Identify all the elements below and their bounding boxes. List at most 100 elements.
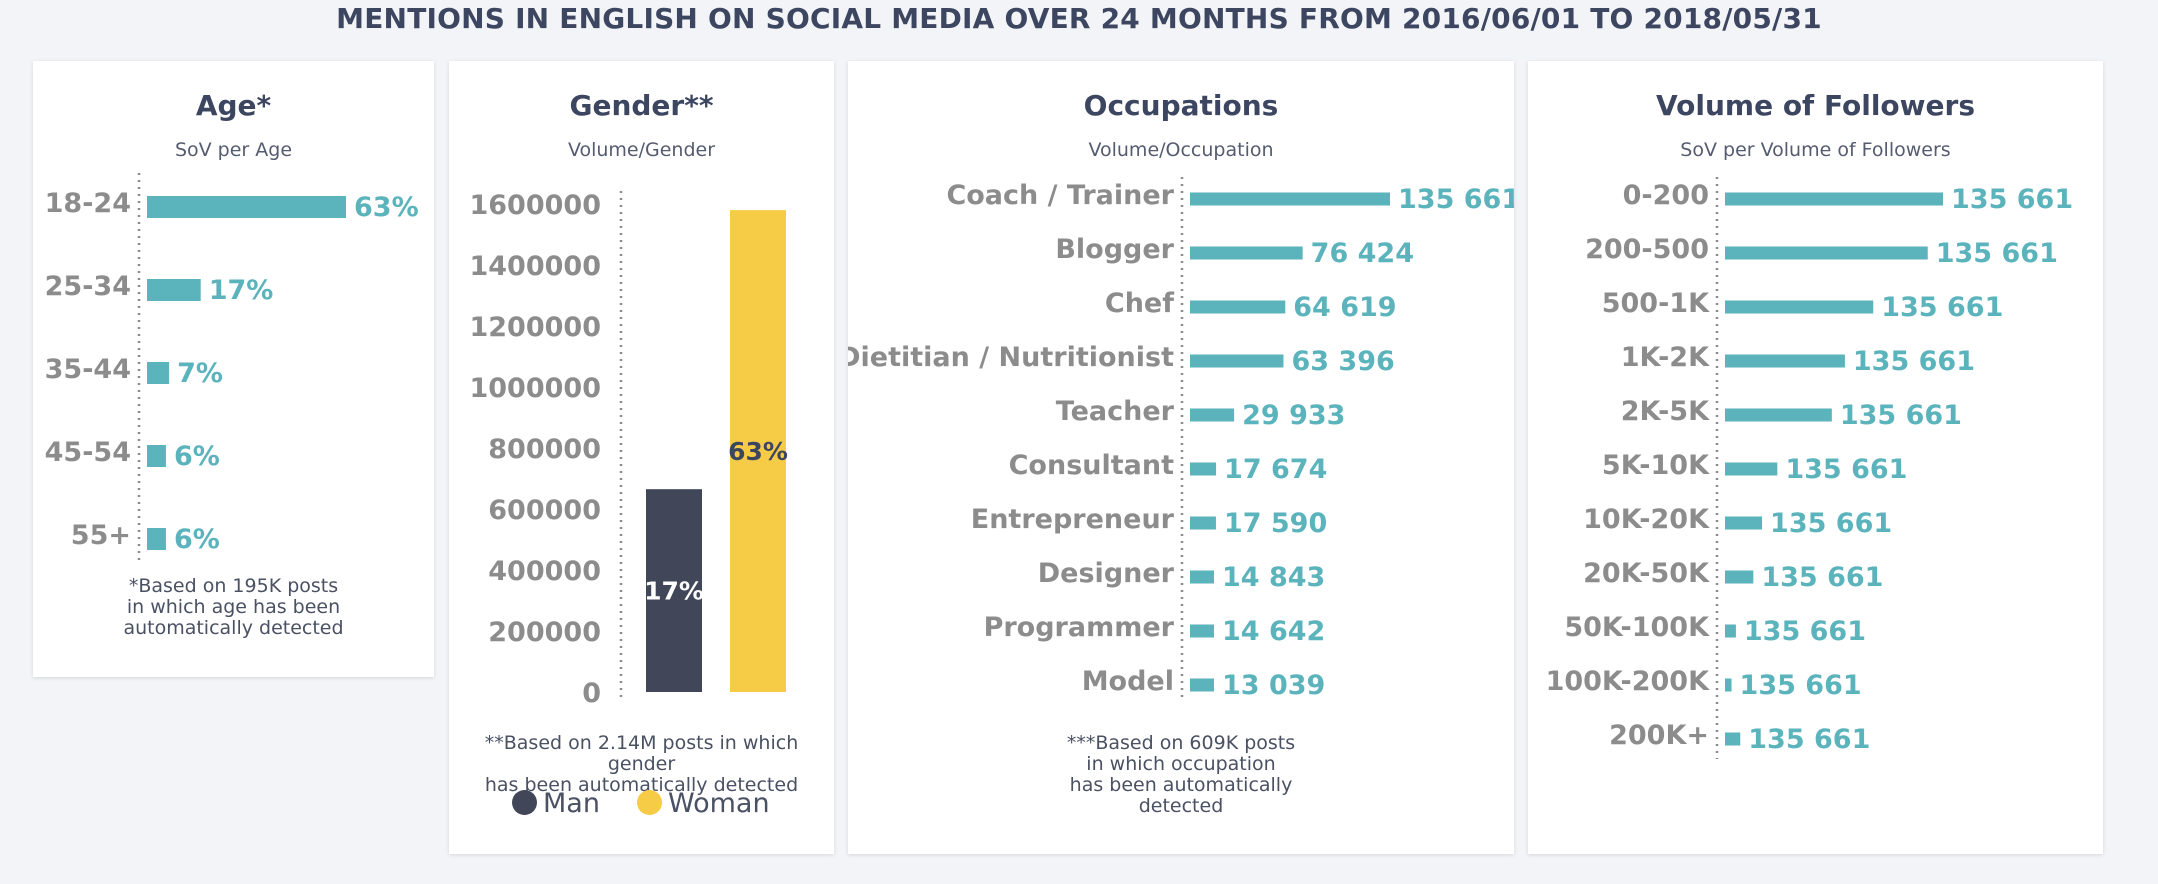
occupation-value-label: 64 619 [1293, 292, 1396, 323]
occupation-value-label: 14 843 [1222, 562, 1325, 593]
occupations-note-line: in which occupation [1086, 753, 1276, 775]
occupation-category-label: Dietitian / Nutritionist [848, 342, 1174, 373]
followers-bar [1725, 354, 1845, 368]
followers-value-label: 135 661 [1936, 238, 2058, 269]
gender-panel: Gender** Volume/Gender 0 200000 400000 6000… [449, 61, 834, 854]
legend-woman-label: Woman [668, 788, 770, 819]
gender-bar [730, 210, 786, 692]
occupation-bar [1190, 624, 1214, 638]
legend-woman: Woman [637, 788, 770, 819]
age-value-label: 6% [174, 524, 220, 555]
occupation-category-label: Entrepreneur [971, 504, 1175, 535]
followers-bar [1725, 408, 1832, 422]
legend-man-label: Man [543, 788, 600, 819]
occupation-value-label: 29 933 [1242, 400, 1345, 431]
followers-category-label: 200-500 [1585, 234, 1709, 265]
age-subtitle: SoV per Age [174, 139, 293, 161]
age-note: *Based on 195K posts in which age has be… [33, 576, 434, 639]
followers-category-label: 10K-20K [1583, 504, 1710, 535]
age-note-line: automatically detected [123, 617, 344, 639]
occupations-note-line: detected [1138, 795, 1224, 817]
age-bar [147, 279, 201, 301]
occupation-bar [1190, 246, 1303, 260]
followers-category-label: 20K-50K [1583, 558, 1710, 589]
occupations-chart: Coach / Trainer 135 661 Blogger 76 424 Chef 6… [848, 177, 1514, 701]
followers-value-label: 135 661 [1951, 184, 2073, 215]
followers-value-label: 135 661 [1748, 724, 1870, 755]
followers-value-label: 135 661 [1740, 670, 1862, 701]
followers-category-label: 2K-5K [1621, 396, 1710, 427]
age-panel: Age* SoV per Age 18-24 63% 25-34 17% 35-44 7%… [33, 61, 434, 677]
age-bar [147, 196, 346, 218]
occupation-category-label: Coach / Trainer [946, 180, 1174, 211]
followers-bar [1725, 516, 1763, 530]
gender-y-tick-label: 600000 [488, 495, 601, 526]
gender-note-line: **Based on 2.14M posts in which gender [484, 732, 799, 775]
occupations-note-line: ***Based on 609K posts [1066, 732, 1296, 754]
occupations-subtitle: Volume/Occupation [1088, 139, 1274, 161]
gender-bar [646, 489, 702, 692]
occupation-category-label: Designer [1038, 558, 1175, 589]
occupation-category-label: Programmer [984, 612, 1175, 643]
followers-bar [1725, 678, 1732, 692]
occupation-value-label: 14 642 [1222, 616, 1325, 647]
occupation-category-label: Teacher [1056, 396, 1175, 427]
age-value-label: 7% [177, 358, 223, 389]
occupation-value-label: 63 396 [1291, 346, 1394, 377]
occupations-title: Occupations [1083, 89, 1279, 122]
age-bar [147, 362, 170, 384]
occupation-value-label: 17 590 [1224, 508, 1327, 539]
followers-value-label: 135 661 [1881, 292, 2003, 323]
followers-category-label: 1K-2K [1621, 342, 1710, 373]
legend-man-swatch [512, 790, 537, 815]
gender-y-tick-label: 1600000 [469, 190, 601, 221]
gender-y-tick-label: 1000000 [469, 373, 601, 404]
occupation-value-label: 13 039 [1222, 670, 1325, 701]
gender-y-tick-label: 800000 [488, 434, 601, 465]
occupation-bar [1190, 300, 1286, 314]
gender-title: Gender** [569, 89, 714, 122]
followers-bar [1725, 300, 1874, 314]
followers-value-label: 135 661 [1744, 616, 1866, 647]
followers-bar [1725, 624, 1736, 638]
gender-y-tick-label: 1400000 [469, 251, 601, 282]
age-note-line: *Based on 195K posts [128, 575, 339, 597]
followers-category-label: 5K-10K [1602, 450, 1710, 481]
age-value-label: 6% [174, 441, 220, 472]
occupation-value-label: 135 661 [1398, 184, 1514, 215]
age-value-label: 17% [209, 275, 274, 306]
followers-value-label: 135 661 [1785, 454, 1907, 485]
occupation-category-label: Blogger [1055, 234, 1174, 265]
gender-bar-label: 63% [728, 437, 788, 466]
followers-category-label: 0-200 [1623, 180, 1709, 211]
followers-category-label: 100K-200K [1546, 666, 1711, 697]
main-title: MENTIONS IN ENGLISH ON SOCIAL MEDIA OVER… [336, 2, 1822, 35]
occupations-note: ***Based on 609K posts in which occupati… [848, 733, 1514, 817]
gender-y-tick-label: 200000 [488, 617, 601, 648]
age-value-label: 63% [354, 192, 419, 223]
followers-bar [1725, 192, 1943, 206]
gender-y-tick-label: 1200000 [469, 312, 601, 343]
followers-category-label: 200K+ [1609, 720, 1709, 751]
occupation-bar [1190, 516, 1216, 530]
age-bar [147, 445, 166, 467]
age-category-label: 18-24 [45, 188, 131, 219]
followers-bar [1725, 732, 1741, 746]
occupations-note-line: has been automatically [1069, 774, 1293, 796]
gender-y-tick-label: 400000 [488, 556, 601, 587]
gender-y-tick-label: 0 [582, 678, 601, 709]
occupation-bar [1190, 408, 1235, 422]
occupation-category-label: Model [1082, 666, 1174, 697]
followers-bar [1725, 246, 1928, 260]
followers-chart: 0-200 135 661 200-500 135 661 500-1K 135 661 1… [1546, 177, 2073, 759]
age-chart: 18-24 63% 25-34 17% 35-44 7% 45-54 6% 55+ 6% [45, 173, 419, 565]
gender-bar-label: 17% [644, 577, 704, 606]
occupation-category-label: Consultant [1009, 450, 1174, 481]
gender-note: **Based on 2.14M posts in which gender h… [449, 733, 834, 796]
occupation-bar [1190, 192, 1390, 206]
age-category-label: 45-54 [45, 437, 131, 468]
occupation-value-label: 76 424 [1311, 238, 1414, 269]
age-note-line: in which age has been [126, 596, 341, 618]
occupation-value-label: 17 674 [1224, 454, 1327, 485]
occupation-category-label: Chef [1105, 288, 1174, 319]
